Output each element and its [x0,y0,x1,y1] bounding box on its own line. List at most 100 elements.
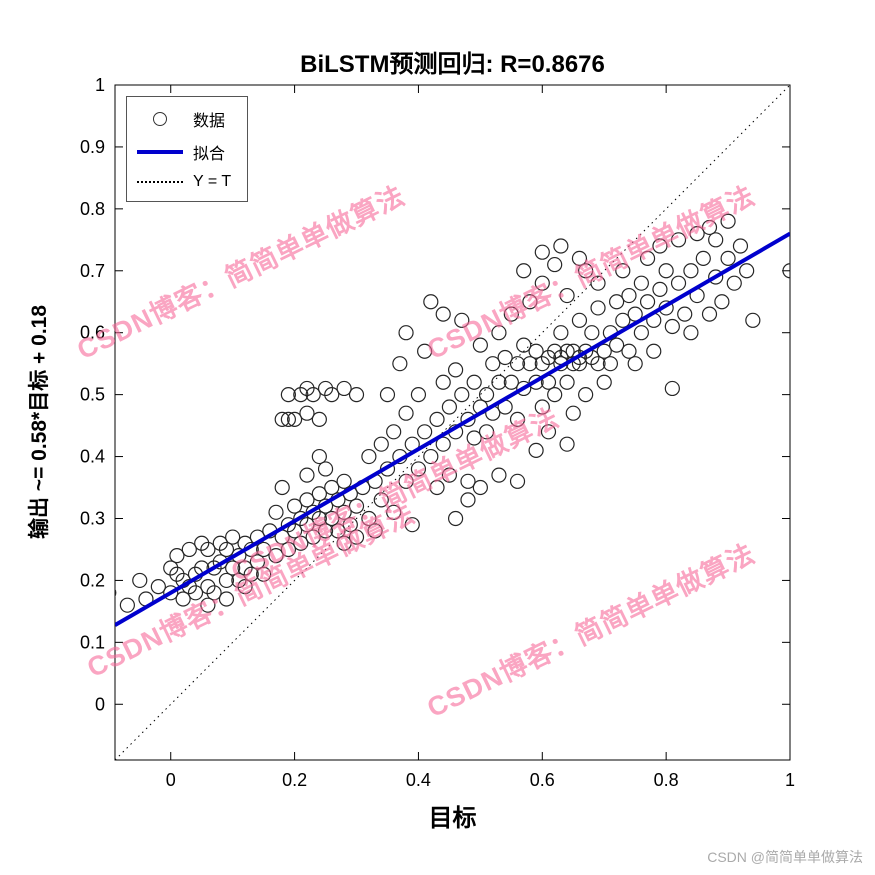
data-point [609,294,625,310]
data-point [348,529,365,545]
x-axis-label: 目标 [428,805,477,832]
y-tick-label: 0.3 [80,508,105,528]
legend-label-data: 数据 [193,113,226,130]
data-point [317,523,334,539]
data-point [664,380,680,397]
data-point [361,510,377,527]
data-point [299,492,315,508]
data-point [317,461,334,477]
data-point [695,250,711,266]
data-point [503,306,519,322]
data-point [342,517,358,533]
x-tick-label: 0.2 [282,770,307,790]
data-point [256,541,272,558]
scatter-points [115,213,790,613]
data-point [571,250,588,266]
data-point [200,579,216,595]
footer-credit: CSDN @简简单单做算法 [707,849,863,865]
data-point [293,387,309,403]
data-point [237,560,253,576]
data-point [646,343,662,359]
data-point [417,343,433,359]
data-point [683,263,699,279]
data-point [373,492,389,508]
data-point [163,560,179,576]
data-point [225,560,241,576]
data-point [132,572,148,589]
data-point [633,275,649,291]
data-point [194,535,210,551]
data-marker-icon [153,112,167,126]
data-point [417,424,433,440]
data-point [336,473,352,489]
data-point [311,486,327,502]
data-point [336,535,352,551]
y-tick-label: 0.1 [80,632,105,652]
data-point [472,479,488,496]
data-point [305,529,321,545]
fit-line [115,231,790,627]
data-point [472,337,488,353]
y-tick-label: 0.9 [80,137,105,157]
data-point [249,554,266,570]
data-point [652,281,668,297]
data-point [559,287,575,304]
data-point [547,256,563,273]
data-point [305,387,321,403]
data-point [670,275,687,291]
data-point [441,467,458,483]
data-point [547,343,563,359]
data-point [528,374,544,390]
data-point [274,411,290,428]
data-point [639,250,656,266]
data-point [150,579,166,595]
data-point [621,343,637,359]
legend: 数据 拟合 Y = T [126,96,249,202]
data-point [379,387,396,403]
data-point [714,294,730,310]
data-point [584,325,600,341]
data-point [268,504,284,520]
data-point [324,387,340,403]
data-point [553,325,569,341]
data-point [596,374,612,390]
data-point [423,294,439,310]
data-point [447,362,464,378]
data-point [701,219,718,236]
data-point [212,535,228,551]
data-point [565,405,581,421]
data-point [286,498,303,514]
data-point [299,405,315,421]
data-point [218,541,235,558]
data-point [237,579,253,595]
data-point [447,510,464,527]
data-point [243,566,259,582]
data-point [609,337,625,353]
data-point [200,541,216,558]
data-point [361,448,377,465]
data-point [169,566,185,582]
data-point [478,387,495,403]
data-point [429,479,445,496]
x-tick-label: 0.6 [530,770,555,790]
data-point [509,356,526,372]
data-point [218,591,235,607]
data-point [299,517,315,533]
data-point [652,238,668,254]
data-point [571,349,588,366]
data-point [441,399,458,415]
data-point [373,436,389,452]
x-tick-label: 0.8 [654,770,679,790]
data-point [559,343,575,359]
data-point [225,529,241,545]
data-point [466,430,482,446]
data-point [739,263,755,279]
y-tick-label: 0.4 [80,447,105,467]
data-point [596,343,612,359]
legend-swatch [137,112,183,126]
data-point [460,492,476,508]
data-point [571,312,588,328]
data-point [503,374,519,390]
y-tick-label: 0.5 [80,385,105,405]
